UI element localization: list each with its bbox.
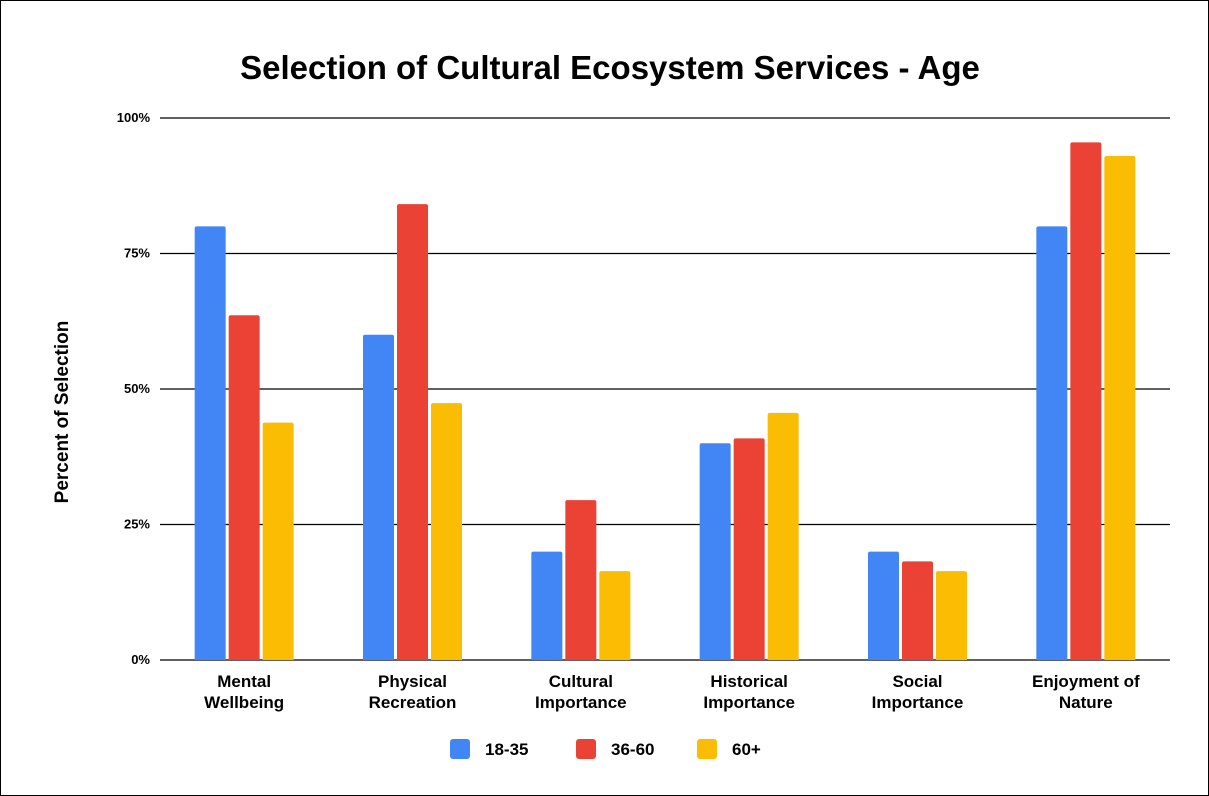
x-tick-label: Recreation <box>369 693 457 712</box>
bar-18-35-mental-wellbeing <box>194 226 226 660</box>
bar-36-60-enjoyment-of-nature <box>1070 142 1102 660</box>
bar-18-35-historical-importance <box>699 443 731 660</box>
x-tick-label: Importance <box>703 693 795 712</box>
bars <box>194 142 1136 661</box>
x-tick-label: Mental <box>217 672 271 691</box>
x-tick-label: Importance <box>535 693 627 712</box>
chart-title: Selection of Cultural Ecosystem Services… <box>240 49 980 86</box>
x-tick-label: Physical <box>378 672 447 691</box>
bar-36-60-cultural-importance <box>565 500 597 660</box>
bar-60+-physical-recreation <box>431 403 462 660</box>
x-tick-label: Enjoyment of <box>1032 672 1140 691</box>
x-tick-label: Importance <box>872 693 964 712</box>
bar-18-35-cultural-importance <box>531 551 563 660</box>
bar-60+-mental-wellbeing <box>262 422 294 660</box>
bar-36-60-historical-importance <box>733 438 765 660</box>
y-tick-label: 25% <box>124 517 150 532</box>
y-tick-label: 100% <box>117 110 151 125</box>
grid-lines: 0% 25% 50% 75% 100% <box>117 110 1170 667</box>
bar-18-35-social-importance <box>868 551 899 660</box>
x-tick-label: Nature <box>1059 693 1113 712</box>
y-axis-label: Percent of Selection <box>52 321 73 504</box>
bar-60+-social-importance <box>936 571 967 660</box>
bar-36-60-physical-recreation <box>397 204 428 661</box>
bar-36-60-mental-wellbeing <box>228 315 260 660</box>
y-tick-label: 0% <box>131 652 150 667</box>
y-tick-label: 75% <box>124 246 150 261</box>
legend-label: 36-60 <box>611 740 654 759</box>
legend-swatch-36-60 <box>576 739 596 759</box>
bar-18-35-physical-recreation <box>363 334 394 660</box>
x-tick-label: Cultural <box>549 672 613 691</box>
bar-18-35-enjoyment-of-nature <box>1036 226 1068 660</box>
bar-60+-cultural-importance <box>599 571 631 660</box>
x-axis-tick-labels: Mental Wellbeing Physical Recreation Cultura… <box>204 672 1140 712</box>
y-tick-label: 50% <box>124 381 150 396</box>
bar-60+-enjoyment-of-nature <box>1104 155 1136 660</box>
bar-36-60-social-importance <box>902 561 933 660</box>
legend-swatch-60+ <box>697 739 717 759</box>
x-tick-label: Wellbeing <box>204 693 284 712</box>
bar-60+-historical-importance <box>767 412 799 660</box>
legend-label: 18-35 <box>485 740 528 759</box>
x-tick-label: Social <box>892 672 942 691</box>
legend-swatch-18-35 <box>450 739 470 759</box>
legend-label: 60+ <box>732 740 761 759</box>
x-tick-label: Historical <box>710 672 787 691</box>
legend: 18-35 36-60 60+ <box>450 739 761 759</box>
